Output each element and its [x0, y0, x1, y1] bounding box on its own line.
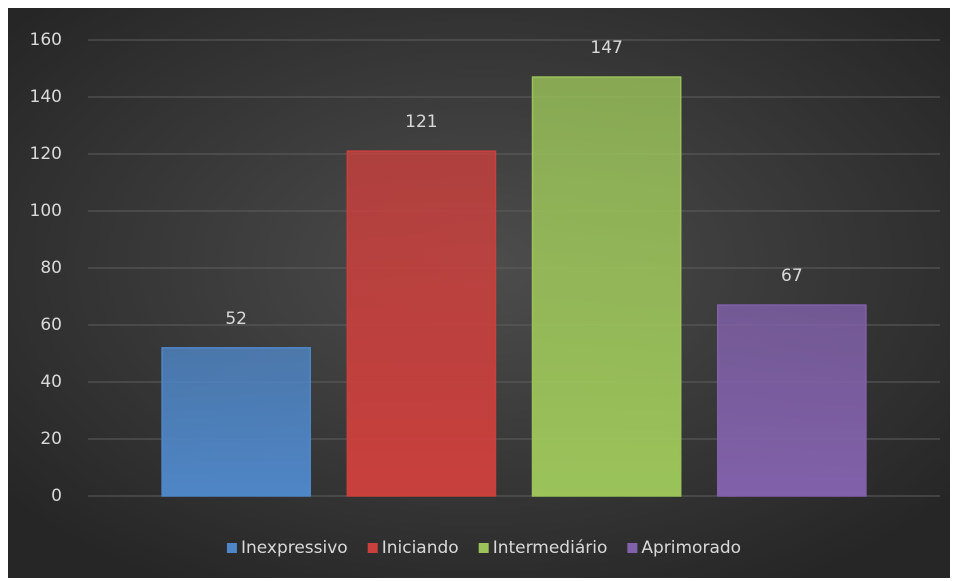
- legend-label: Iniciando: [382, 538, 459, 558]
- data-label: 147: [590, 38, 622, 58]
- legend-swatch: [367, 543, 378, 553]
- y-tick-label: 160: [30, 30, 62, 50]
- legend-swatch: [478, 543, 489, 553]
- bar: [161, 347, 312, 497]
- bar: [531, 76, 682, 497]
- y-tick-label: 40: [40, 372, 62, 392]
- bar: [346, 150, 497, 497]
- data-label: 52: [225, 309, 247, 329]
- legend-swatch: [627, 543, 638, 553]
- data-label: 121: [405, 112, 437, 132]
- y-tick-label: 60: [40, 315, 62, 335]
- bar: [716, 304, 867, 497]
- y-tick-label: 20: [40, 429, 62, 449]
- y-tick-label: 80: [40, 258, 62, 278]
- y-tick-label: 120: [30, 144, 62, 164]
- y-tick-label: 100: [30, 201, 62, 221]
- y-tick-label: 0: [51, 486, 62, 506]
- legend-label: Aprimorado: [641, 538, 741, 558]
- y-tick-label: 140: [30, 87, 62, 107]
- legend-label: Intermediário: [493, 538, 608, 558]
- data-label: 67: [781, 266, 803, 286]
- legend-label: Inexpressivo: [241, 538, 348, 558]
- legend-swatch: [226, 543, 237, 553]
